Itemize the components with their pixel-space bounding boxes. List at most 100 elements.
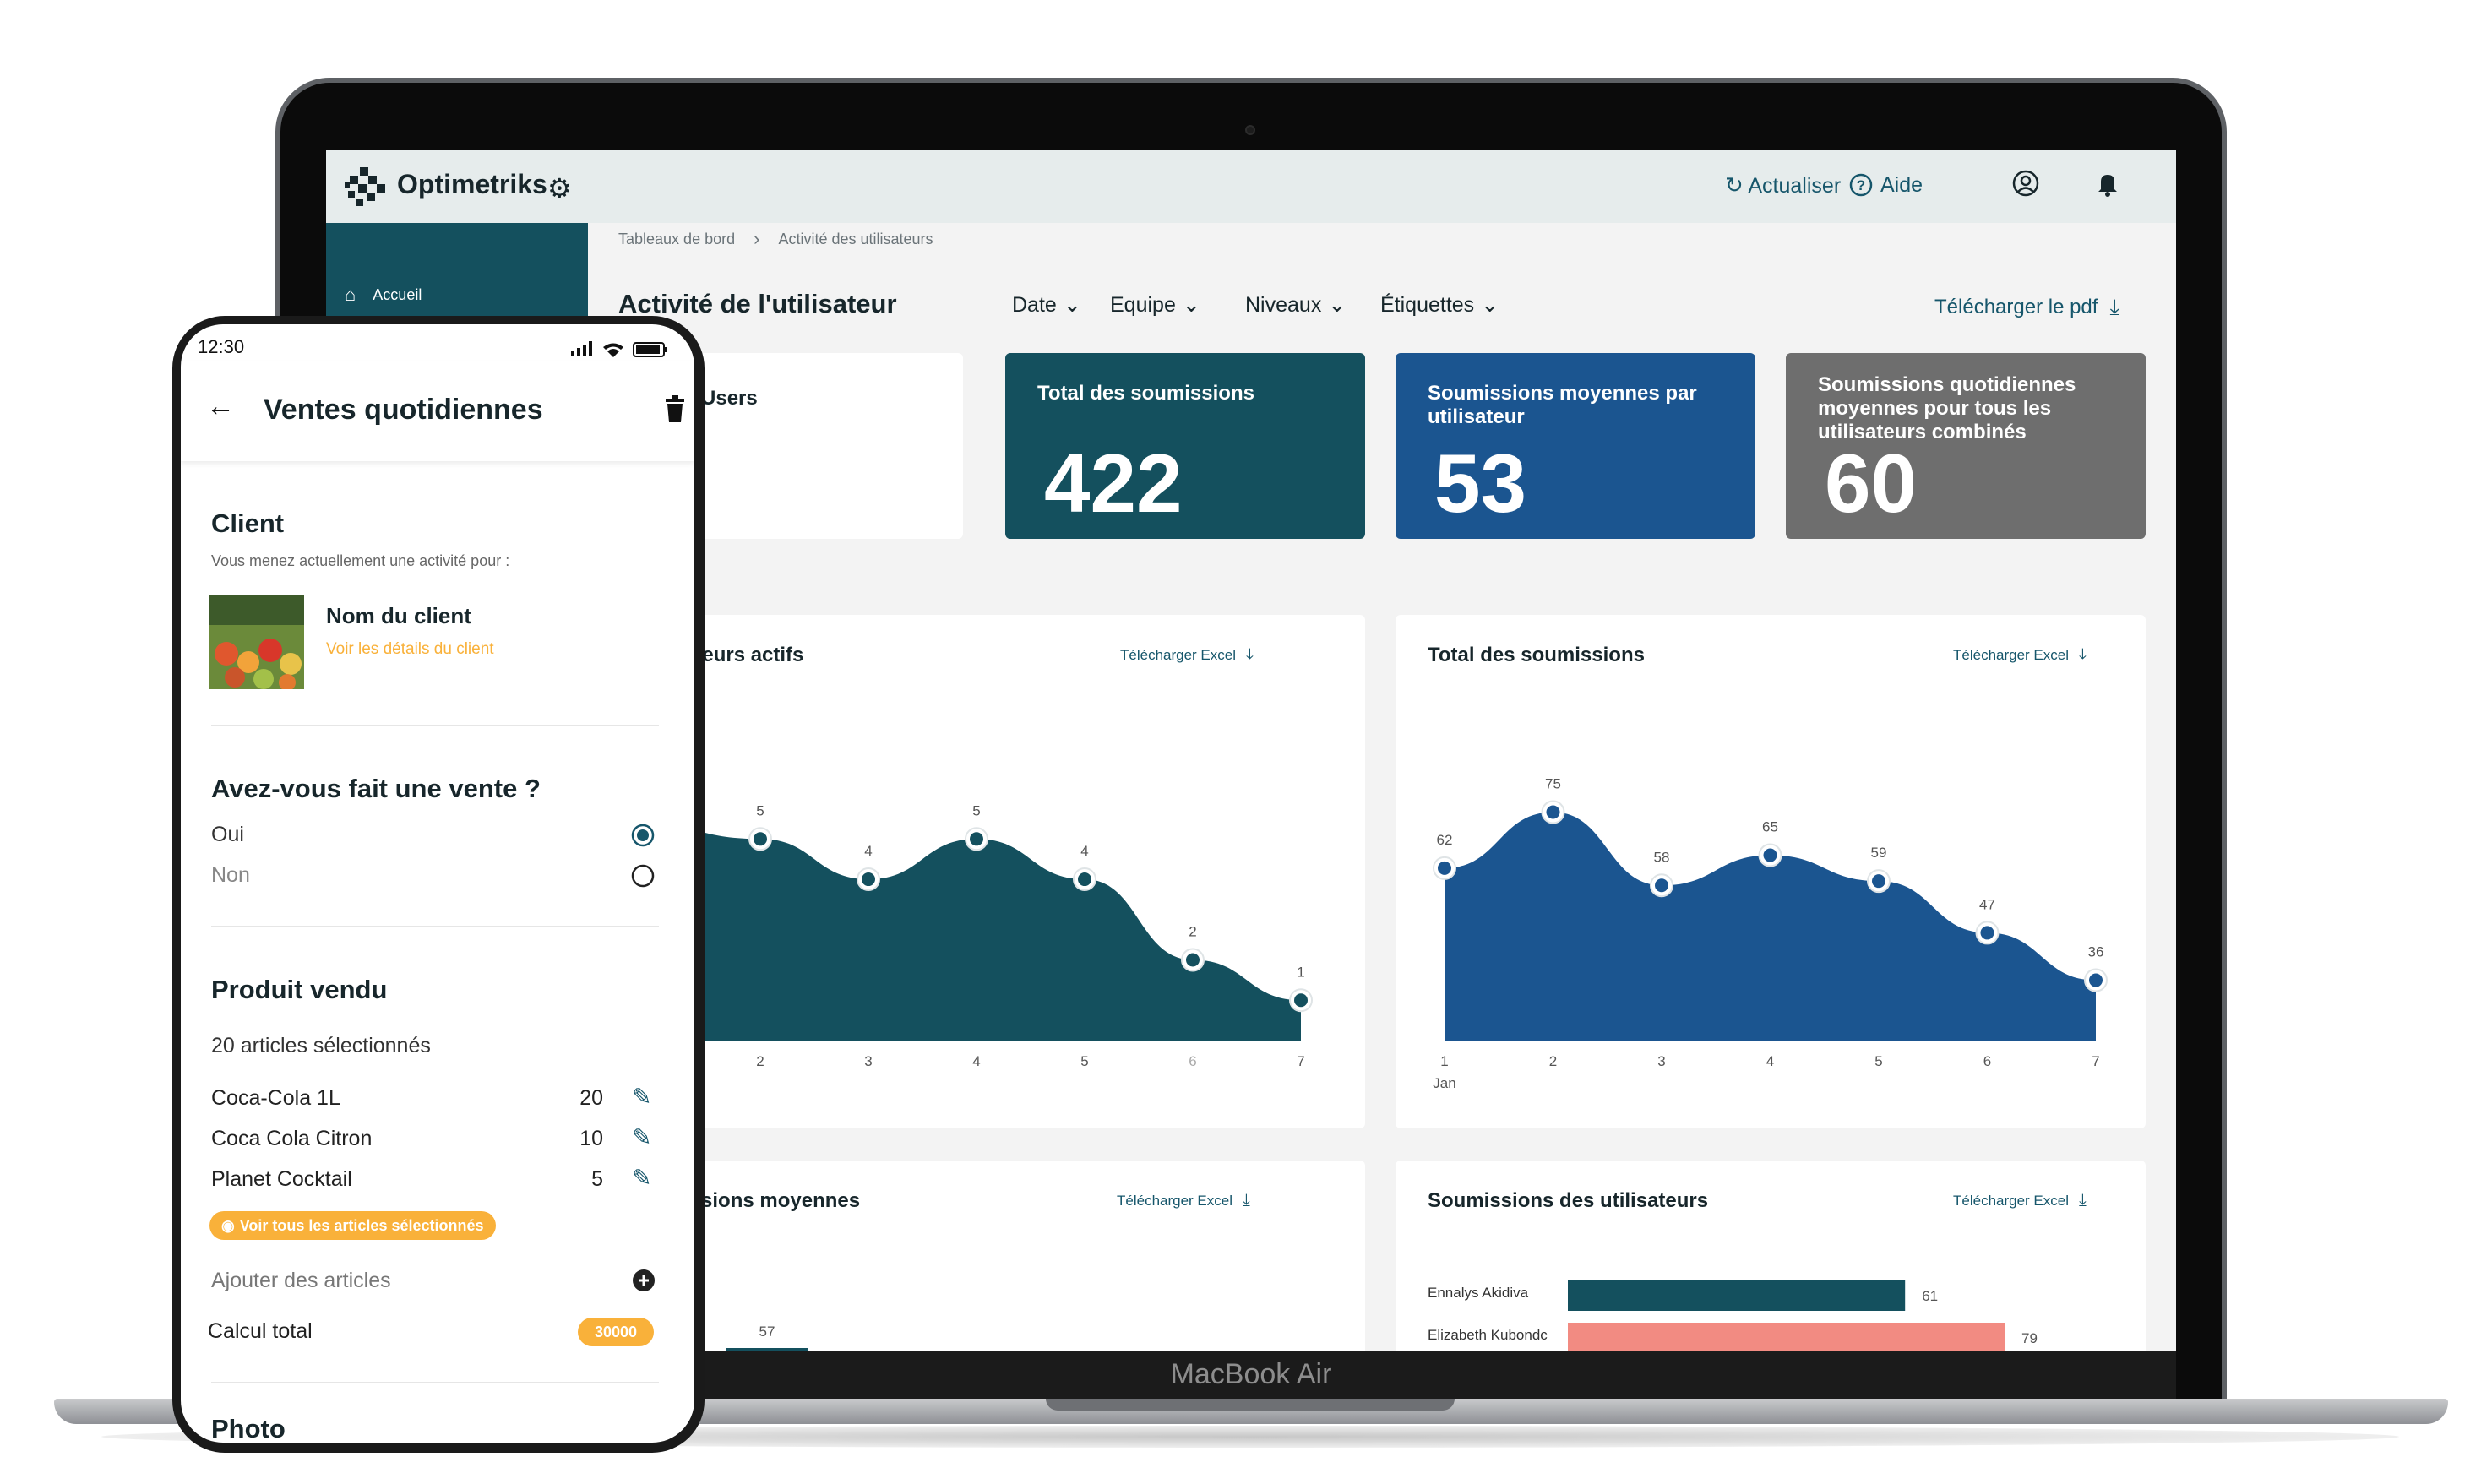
filter-team[interactable]: Equipe ⌄ — [1110, 292, 1200, 318]
x-tick-label: 2 — [1549, 1053, 1557, 1069]
download-excel-button[interactable]: Télécharger Excel ⤓ — [1117, 1191, 1250, 1210]
refresh-button[interactable]: ↻ Actualiser — [1725, 172, 1841, 198]
download-excel-button[interactable]: Télécharger Excel ⤓ — [1120, 645, 1254, 665]
x-tick-label: 5 — [1080, 1053, 1088, 1069]
client-subtitle: Vous menez actuellement une activité pou… — [211, 552, 510, 569]
photo-heading: Photo — [211, 1414, 286, 1443]
filter-tags[interactable]: Étiquettes ⌄ — [1380, 292, 1499, 318]
x-tick-label: 6 — [1983, 1053, 1991, 1069]
data-label: 2 — [1189, 924, 1196, 940]
bar — [1568, 1323, 2005, 1351]
phone-title: Ventes quotidiennes — [264, 394, 543, 426]
top-bar: Optimetriks ⚙ ↻ Actualiser ? Aide — [326, 150, 2176, 223]
client-photo — [209, 595, 304, 689]
divider — [211, 725, 659, 726]
option-yes-radio[interactable] — [630, 823, 656, 848]
x-tick-label: 7 — [1297, 1053, 1304, 1069]
bar — [726, 1348, 808, 1351]
data-point-core — [1763, 848, 1777, 862]
data-label: 4 — [1080, 843, 1088, 859]
chart-area — [1445, 812, 2096, 1041]
sidebar-item-home[interactable]: ⌂ Accueil — [345, 284, 422, 306]
breadcrumb: Tableaux de bord › Activité des utilisat… — [618, 228, 933, 250]
stat-value: 422 — [1044, 437, 1183, 530]
download-excel-button[interactable]: Télécharger Excel ⤓ — [1953, 645, 2087, 665]
svg-text:?: ? — [1857, 177, 1865, 193]
chevron-down-icon: ⌄ — [1328, 293, 1347, 317]
data-point-core — [970, 832, 983, 846]
option-no-radio[interactable] — [630, 863, 656, 889]
divider — [211, 926, 659, 927]
stat-value: 60 — [1825, 437, 1918, 530]
stat-label: Total des soumissions — [1037, 382, 1254, 405]
app-name: Optimetriks — [397, 169, 547, 199]
divider — [211, 1382, 659, 1383]
back-arrow-icon[interactable]: ← — [206, 390, 235, 422]
data-label: 1 — [1297, 964, 1304, 980]
x-tick-label: 7 — [2092, 1053, 2099, 1069]
selected-count: 20 articles sélectionnés — [211, 1034, 431, 1057]
chevron-down-icon: ⌄ — [1182, 293, 1200, 317]
data-point-core — [862, 872, 875, 887]
see-all-label: Voir tous les articles sélectionnés — [239, 1216, 484, 1234]
download-icon: ⤓ — [1246, 645, 1254, 664]
download-icon: ⤓ — [2109, 294, 2119, 319]
x-tick-label: 4 — [1766, 1053, 1774, 1069]
download-pdf-button[interactable]: Télécharger le pdf ⤓ — [1934, 294, 2119, 321]
user-submissions-panel: Soumissions des utilisateurs Télécharger… — [1396, 1161, 2146, 1351]
filter-label: Equipe — [1110, 292, 1176, 317]
option-no-label: Non — [211, 863, 250, 887]
download-excel-label: Télécharger Excel — [1120, 646, 1237, 663]
panel-title: issions moyennes — [684, 1189, 861, 1212]
stat-value: 53 — [1434, 437, 1527, 530]
data-label: 57 — [759, 1324, 775, 1340]
sale-question: Avez-vous fait une vente ? — [211, 774, 541, 803]
status-time: 12:30 — [198, 336, 245, 357]
option-yes-label: Oui — [211, 823, 244, 846]
avg-per-user-card: Soumissions moyennes par utilisateur 53 — [1396, 353, 1755, 539]
edit-pencil-icon[interactable]: ✎ — [632, 1084, 652, 1110]
data-point-core — [1078, 872, 1091, 887]
help-icon: ? — [1849, 173, 1873, 197]
edit-pencil-icon[interactable]: ✎ — [632, 1124, 652, 1150]
category-label: Ennalys Akidiva — [1428, 1285, 1529, 1301]
data-label: 47 — [1979, 896, 1995, 912]
see-all-items-button[interactable]: ◉ Voir tous les articles sélectionnés — [209, 1211, 496, 1240]
refresh-label: Actualiser — [1748, 174, 1842, 198]
client-details-link[interactable]: Voir les détails du client — [326, 640, 494, 658]
filter-levels[interactable]: Niveaux ⌄ — [1245, 292, 1346, 318]
phone-screen: 12:30 ← Ventes quotidiennes Client Vous … — [181, 324, 694, 1443]
data-label: 79 — [2021, 1330, 2038, 1346]
chevron-down-icon: ⌄ — [1481, 293, 1499, 317]
total-submissions-card: Total des soumissions 422 — [1005, 353, 1365, 539]
user-profile-icon[interactable] — [2011, 169, 2040, 198]
chart-area — [618, 818, 1301, 1041]
stat-label: Soumissions moyennes par utilisateur — [1428, 382, 1697, 428]
settings-gear-icon[interactable]: ⚙ — [547, 173, 572, 204]
filter-label: Date — [1012, 292, 1057, 317]
data-point-core — [1655, 878, 1668, 893]
product-heading: Produit vendu — [211, 975, 388, 1004]
bar — [1568, 1280, 1906, 1311]
help-label: Aide — [1880, 172, 1923, 197]
data-label: 4 — [864, 843, 872, 859]
download-excel-button[interactable]: Télécharger Excel ⤓ — [1953, 1191, 2087, 1210]
refresh-icon: ↻ — [1725, 172, 1744, 198]
filter-date[interactable]: Date ⌄ — [1012, 292, 1081, 318]
logo-icon — [345, 167, 385, 206]
filter-label: Niveaux — [1245, 292, 1322, 317]
edit-pencil-icon[interactable]: ✎ — [632, 1165, 652, 1191]
trash-icon[interactable] — [664, 395, 686, 422]
x-tick-label: 4 — [972, 1053, 980, 1069]
help-button[interactable]: ? Aide — [1848, 172, 1923, 198]
item-qty: 10 — [579, 1127, 603, 1150]
item-name: Planet Cocktail — [211, 1167, 352, 1191]
total-value-badge: 30000 — [578, 1318, 654, 1346]
notification-bell-icon[interactable] — [2093, 169, 2122, 198]
breadcrumb-user-activity: Activité des utilisateurs — [778, 230, 933, 247]
add-circle-icon[interactable] — [632, 1269, 656, 1292]
breadcrumb-dashboards[interactable]: Tableaux de bord — [618, 230, 736, 247]
x-tick-label: 6 — [1189, 1053, 1196, 1069]
data-point-core — [754, 832, 767, 846]
